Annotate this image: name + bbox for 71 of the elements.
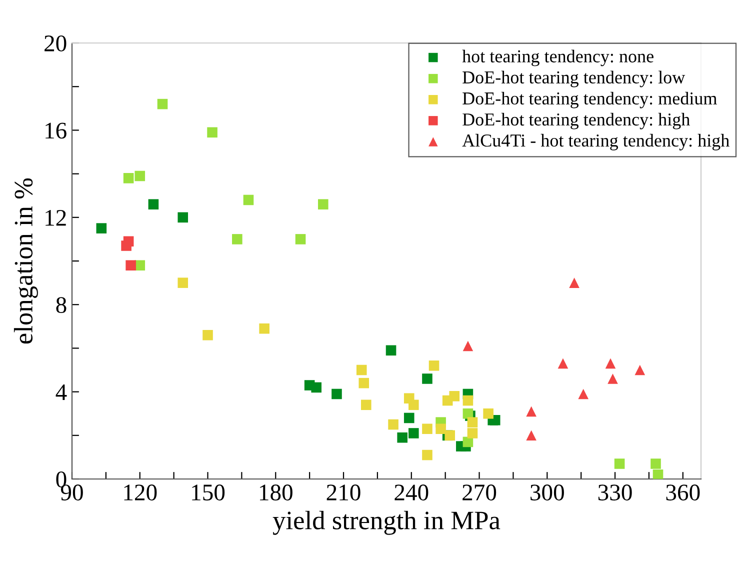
legend-label: DoE-hot tearing tendency: medium (462, 92, 717, 108)
point (126, 260, 136, 271)
x-tick-label: 120 (124, 484, 157, 500)
point (462, 340, 474, 352)
point (526, 406, 536, 417)
point (259, 323, 270, 334)
point (428, 360, 440, 371)
point (436, 424, 446, 434)
point (178, 212, 188, 223)
point (311, 382, 322, 393)
point (608, 374, 618, 384)
point (467, 417, 478, 428)
x-tick-label: 270 (462, 484, 496, 500)
y-tick-label: 16 (46, 122, 66, 139)
legend-label: AlCu4Ti - hot tearing tendency: high (462, 134, 730, 150)
point (422, 424, 432, 434)
point (360, 400, 372, 410)
point (358, 378, 370, 388)
point (232, 234, 242, 244)
point (96, 223, 107, 234)
point (614, 458, 625, 469)
y-axis-title: elongation in % (14, 178, 38, 344)
point (318, 199, 328, 210)
point (578, 388, 588, 400)
point (462, 395, 474, 406)
point (332, 388, 342, 400)
point (123, 173, 134, 184)
point (386, 345, 396, 356)
point (526, 430, 536, 441)
point (243, 194, 254, 206)
legend-label: DoE-hot tearing tendency: high (462, 112, 690, 130)
point (356, 364, 367, 376)
point (634, 364, 646, 376)
y-tick-label: 4 (56, 384, 67, 400)
point (605, 358, 616, 369)
legend-label: hot tearing tendency: none (462, 50, 654, 66)
point (422, 450, 432, 460)
point (404, 412, 414, 424)
x-axis-title: yield strength in MPa (272, 510, 500, 535)
point (483, 408, 494, 419)
y-tick-label: 12 (46, 210, 66, 226)
x-tick-label: 360 (666, 484, 700, 500)
point (178, 278, 188, 288)
point (569, 278, 580, 288)
point (202, 330, 213, 340)
point (207, 127, 218, 138)
legend-label: DoE-hot tearing tendency: low (462, 70, 686, 88)
point (157, 98, 168, 110)
x-tick-label: 240 (394, 484, 428, 500)
x-tick-label: 300 (530, 484, 564, 500)
point (467, 428, 478, 438)
point (422, 374, 432, 384)
x-tick-label: 180 (260, 484, 292, 500)
point (148, 199, 159, 210)
point (123, 236, 134, 247)
point (134, 170, 146, 182)
x-tick-label: 210 (326, 484, 360, 500)
x-tick-label: 150 (192, 484, 225, 500)
point (408, 428, 419, 438)
point (397, 432, 408, 443)
point (295, 234, 306, 244)
point (558, 358, 568, 369)
y-tick-label: 20 (44, 35, 66, 52)
point (650, 458, 661, 469)
y-tick-label: 8 (56, 297, 66, 314)
point (408, 400, 419, 410)
point (388, 419, 398, 430)
point (652, 469, 664, 479)
point (449, 391, 460, 402)
x-tick-label: 330 (598, 484, 632, 500)
point (444, 430, 456, 441)
